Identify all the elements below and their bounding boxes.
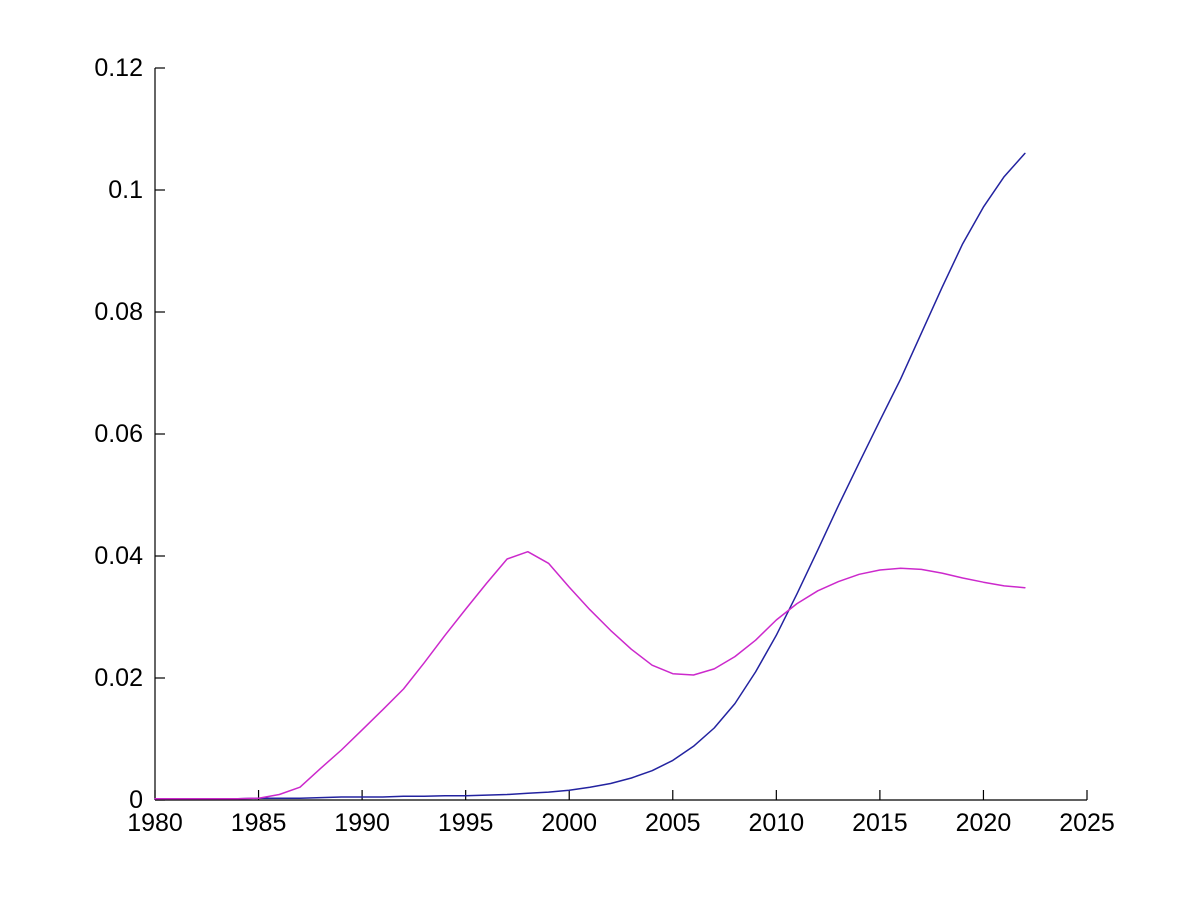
x-tick-label: 2010 bbox=[749, 809, 805, 837]
x-tick-label: 1985 bbox=[231, 809, 287, 837]
series-blue-line bbox=[154, 152, 1026, 800]
x-tick-label: 2015 bbox=[852, 809, 908, 837]
y-tick-label: 0.08 bbox=[94, 298, 143, 326]
y-tick-label: 0.1 bbox=[108, 176, 143, 204]
y-tick-label: 0.12 bbox=[94, 54, 143, 82]
x-tick-label: 1995 bbox=[438, 809, 494, 837]
y-tick-label: 0.06 bbox=[94, 420, 143, 448]
y-tick-label: 0.02 bbox=[94, 664, 143, 692]
x-tick-label: 2020 bbox=[956, 809, 1012, 837]
x-tick-label: 1980 bbox=[127, 809, 183, 837]
y-tick-label: 0 bbox=[129, 786, 143, 814]
series-magenta-line bbox=[154, 550, 1026, 800]
x-tick-label: 1990 bbox=[334, 809, 390, 837]
x-tick-label: 2000 bbox=[541, 809, 597, 837]
x-tick-label: 2025 bbox=[1059, 809, 1115, 837]
y-tick-label: 0.04 bbox=[94, 542, 143, 570]
x-tick-label: 2005 bbox=[645, 809, 701, 837]
